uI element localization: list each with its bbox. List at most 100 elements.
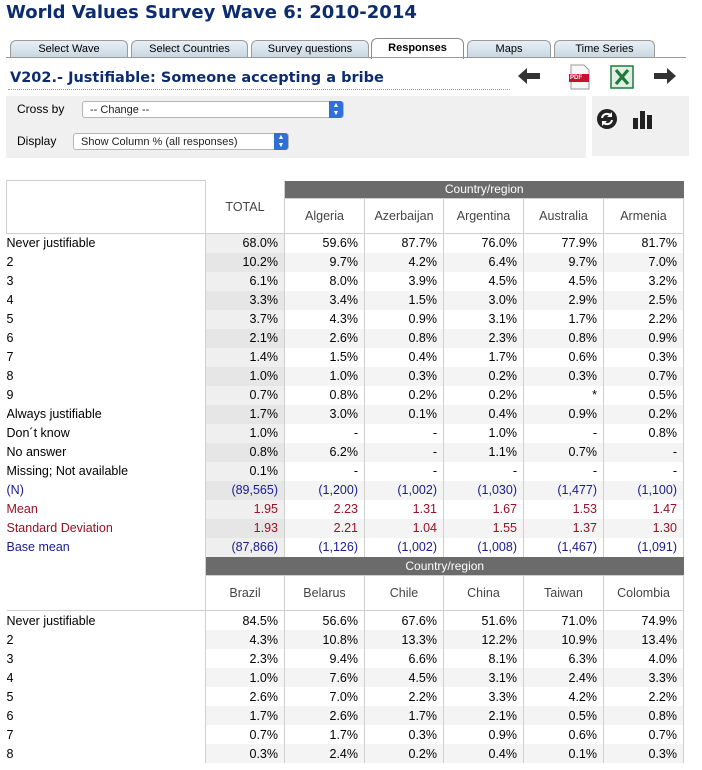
data-cell: 0.2%	[443, 385, 524, 405]
data-cell: 1.30	[603, 518, 684, 538]
data-cell: 13.4%	[603, 630, 684, 649]
data-cell: 0.7%	[205, 725, 285, 744]
data-cell: 3.9%	[364, 271, 444, 291]
data-cell: 0.7%	[603, 725, 684, 744]
column-header: Belarus	[284, 575, 365, 611]
table-row: 8 1.0% 1.0% 0.3% 0.2% 0.3% 0.7%	[6, 366, 684, 386]
column-header: Australia	[523, 197, 604, 233]
data-cell: 1.55	[443, 518, 524, 538]
table-row: 9 0.7% 0.8% 0.2% 0.2% * 0.5%	[6, 385, 684, 405]
table-row: 3 2.3% 9.4% 6.6% 8.1% 6.3% 4.0%	[6, 649, 684, 668]
data-cell: 0.7%	[603, 366, 684, 386]
data-cell: -	[364, 442, 444, 462]
row-label: (N)	[6, 480, 206, 500]
data-cell: 9.7%	[523, 252, 604, 272]
data-cell: 87.7%	[364, 232, 444, 253]
data-cell: 4.5%	[364, 668, 444, 687]
table-row: 4 3.3% 3.4% 1.5% 3.0% 2.9% 2.5%	[6, 290, 684, 310]
data-cell: 7.0%	[603, 252, 684, 272]
data-cell: 10.8%	[284, 630, 365, 649]
total-cell: 0.8%	[205, 442, 285, 462]
bar-chart-icon[interactable]	[630, 107, 656, 131]
data-cell: 84.5%	[205, 610, 285, 630]
data-cell: 6.3%	[523, 649, 604, 668]
column-header: Chile	[364, 575, 444, 611]
data-cell: 0.9%	[443, 725, 524, 744]
spacer-cell	[6, 575, 206, 611]
row-label: 6	[6, 706, 206, 725]
data-cell: 2.9%	[523, 290, 604, 310]
table-row: Never justifiable 68.0% 59.6% 87.7% 76.0% 77.…	[6, 232, 684, 253]
arrow-left-icon[interactable]	[516, 66, 542, 86]
chevron-updown-icon: ▲ ▼	[274, 133, 288, 150]
data-cell: 1.5%	[364, 290, 444, 310]
table-row: Mean 1.95 2.23 1.31 1.67 1.53 1.47	[6, 499, 684, 519]
data-cell: 81.7%	[603, 232, 684, 253]
column-header: Armenia	[603, 197, 684, 233]
column-header: China	[443, 575, 524, 611]
data-cell: 0.9%	[603, 328, 684, 348]
total-cell: 1.7%	[205, 404, 285, 424]
data-cell: (1,477)	[523, 480, 604, 500]
data-cell: 0.5%	[523, 706, 604, 725]
tab-survey-questions[interactable]: Survey questions	[251, 40, 369, 57]
tab-divider	[6, 57, 686, 58]
crossby-select[interactable]: -- Change -- ▲ ▼	[82, 101, 344, 118]
row-label: 4	[6, 668, 206, 687]
tab-maps[interactable]: Maps	[467, 40, 551, 57]
display-select[interactable]: Show Column % (all responses) ▲ ▼	[73, 133, 289, 150]
data-cell: 0.9%	[523, 404, 604, 424]
table-row: 3 6.1% 8.0% 3.9% 4.5% 4.5% 3.2%	[6, 271, 684, 291]
data-cell: (1,002)	[364, 480, 444, 500]
data-cell: -	[364, 461, 444, 481]
row-label: Base mean	[6, 537, 206, 557]
data-cell: -	[523, 461, 604, 481]
data-cell: 1.47	[603, 499, 684, 519]
data-cell: (1,008)	[443, 537, 524, 557]
variable-title: V202.- Justifiable: Someone accepting a …	[10, 70, 384, 86]
data-cell: 2.2%	[364, 687, 444, 706]
table-row: 7 0.7% 1.7% 0.3% 0.9% 0.6% 0.7%	[6, 725, 684, 744]
row-label: Never justifiable	[6, 232, 206, 253]
tab-responses[interactable]: Responses	[371, 38, 464, 59]
tab-select-countries[interactable]: Select Countries	[131, 40, 248, 57]
excel-icon[interactable]	[609, 64, 635, 90]
row-label: 8	[6, 744, 206, 763]
data-cell: 2.3%	[205, 649, 285, 668]
data-cell: 0.2%	[443, 366, 524, 386]
row-label: 4	[6, 290, 206, 310]
total-cell: 10.2%	[205, 252, 285, 272]
table-row: 6 1.7% 2.6% 1.7% 2.1% 0.5% 0.8%	[6, 706, 684, 725]
total-cell: 1.0%	[205, 423, 285, 443]
data-cell: 2.4%	[284, 744, 365, 763]
data-cell: 4.2%	[364, 252, 444, 272]
data-cell: 3.3%	[443, 687, 524, 706]
data-cell: 0.4%	[443, 744, 524, 763]
data-cell: 4.3%	[284, 309, 365, 329]
table-row: No answer 0.8% 6.2% -1.1% 0.7% -	[6, 442, 684, 462]
column-header: Algeria	[284, 197, 365, 233]
tab-select-wave[interactable]: Select Wave	[10, 40, 128, 57]
arrow-right-icon[interactable]	[652, 66, 678, 86]
data-cell: 1.31	[364, 499, 444, 519]
data-cell: 0.6%	[523, 347, 604, 367]
tab-time-series[interactable]: Time Series	[554, 40, 655, 57]
data-cell: 3.1%	[443, 309, 524, 329]
data-cell: (1,467)	[523, 537, 604, 557]
data-cell: 6.4%	[443, 252, 524, 272]
row-label: 5	[6, 687, 206, 706]
crossby-label: Cross by	[17, 102, 65, 116]
group-header: Country/region	[205, 556, 684, 576]
pdf-icon[interactable]: PDF	[568, 64, 592, 90]
table-row: 7 1.4% 1.5% 0.4% 1.7% 0.6% 0.3%	[6, 347, 684, 367]
refresh-icon[interactable]	[595, 107, 619, 131]
row-label: No answer	[6, 442, 206, 462]
data-cell: 8.1%	[443, 649, 524, 668]
data-cell: 3.0%	[443, 290, 524, 310]
data-cell: 8.0%	[284, 271, 365, 291]
data-cell: 2.5%	[603, 290, 684, 310]
total-cell: 3.7%	[205, 309, 285, 329]
table-row: Missing; Not available 0.1% - - - - -	[6, 461, 684, 481]
data-cell: 10.9%	[523, 630, 604, 649]
data-cell: 4.3%	[205, 630, 285, 649]
